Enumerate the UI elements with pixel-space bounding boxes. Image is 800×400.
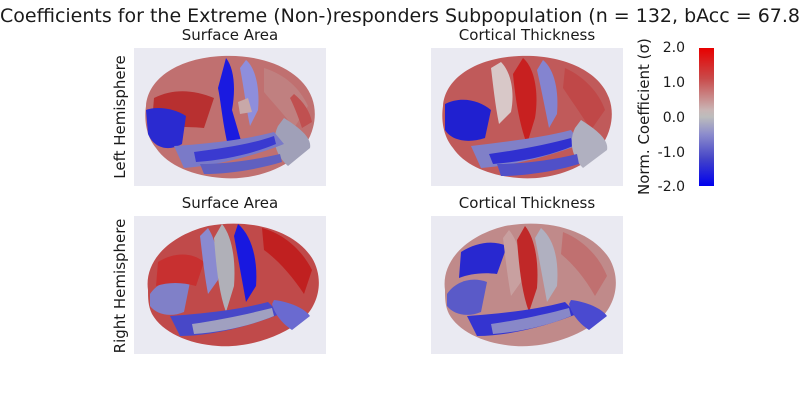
panel-title-rh-ct: Cortical Thickness — [458, 194, 596, 212]
panel-title-rh-sa: Surface Area — [181, 194, 279, 212]
colorbar-tick: 1.0 — [662, 75, 685, 91]
colorbar-tick: 0.0 — [662, 110, 685, 126]
brain-panel-lh-cortical-thickness — [431, 48, 623, 186]
colorbar-tick: 2.0 — [662, 40, 685, 56]
brain-panel-lh-surface-area — [134, 48, 326, 186]
panel-title-lh-sa: Surface Area — [181, 26, 279, 44]
brain-panel-rh-cortical-thickness — [431, 216, 623, 354]
panel-title-lh-ct: Cortical Thickness — [458, 26, 596, 44]
brain-panel-rh-surface-area — [134, 216, 326, 354]
row-label-left-hemisphere: Left Hemisphere — [111, 55, 129, 179]
row-label-right-hemisphere: Right Hemisphere — [111, 218, 129, 354]
colorbar — [699, 48, 714, 186]
colorbar-tick: -1.0 — [657, 145, 685, 161]
chart-title: Coefficients for the Extreme (Non-)respo… — [0, 5, 800, 27]
colorbar-tick: -2.0 — [657, 179, 685, 195]
